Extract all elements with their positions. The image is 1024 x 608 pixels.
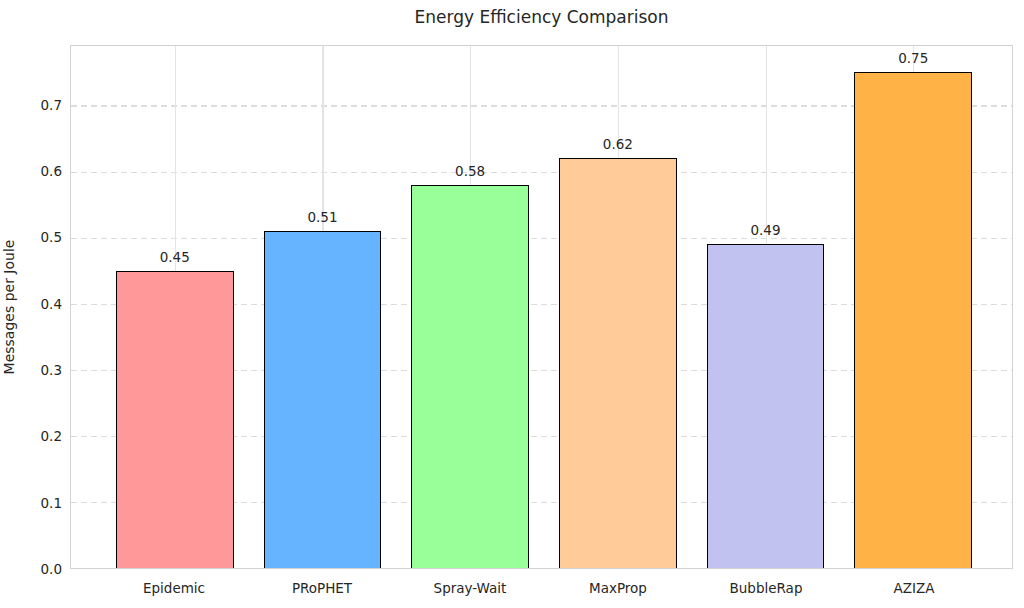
- figure: Energy Efficiency Comparison Messages pe…: [0, 0, 1024, 608]
- ytick-label: 0.4: [22, 296, 62, 312]
- bar-bubblerap: [707, 244, 825, 568]
- bar-value-label: 0.75: [898, 50, 928, 66]
- bar-aziza: [854, 72, 972, 568]
- xtick-label-aziza: AZIZA: [894, 580, 935, 596]
- plot-area: 0.45 0.51 0.58 0.62 0.49 0.75: [70, 45, 1013, 569]
- xtick-label-prophet: PRoPHET: [292, 580, 352, 596]
- bar-value-label: 0.58: [455, 163, 485, 179]
- ytick-label: 0.2: [22, 428, 62, 444]
- bar-prophet: [264, 231, 382, 568]
- chart-title: Energy Efficiency Comparison: [70, 7, 1013, 27]
- xtick-label-maxprop: MaxProp: [589, 580, 647, 596]
- bar-value-label: 0.45: [160, 249, 190, 265]
- ytick-label: 0.6: [22, 163, 62, 179]
- bar-epidemic: [116, 271, 234, 568]
- bar-value-label: 0.49: [750, 222, 780, 238]
- bar-spray-wait: [411, 185, 529, 568]
- ytick-label: 0.5: [22, 229, 62, 245]
- xtick-label-bubblerap: BubbleRap: [730, 580, 803, 596]
- ytick-label: 0.3: [22, 362, 62, 378]
- ytick-label: 0.1: [22, 495, 62, 511]
- bar-maxprop: [559, 158, 677, 568]
- xtick-label-spray-wait: Spray-Wait: [434, 580, 507, 596]
- bar-value-label: 0.51: [307, 209, 337, 225]
- y-axis-label: Messages per Joule: [1, 240, 17, 375]
- ytick-label: 0.7: [22, 97, 62, 113]
- xtick-label-epidemic: Epidemic: [143, 580, 205, 596]
- ytick-label: 0.0: [22, 561, 62, 577]
- bar-value-label: 0.62: [603, 136, 633, 152]
